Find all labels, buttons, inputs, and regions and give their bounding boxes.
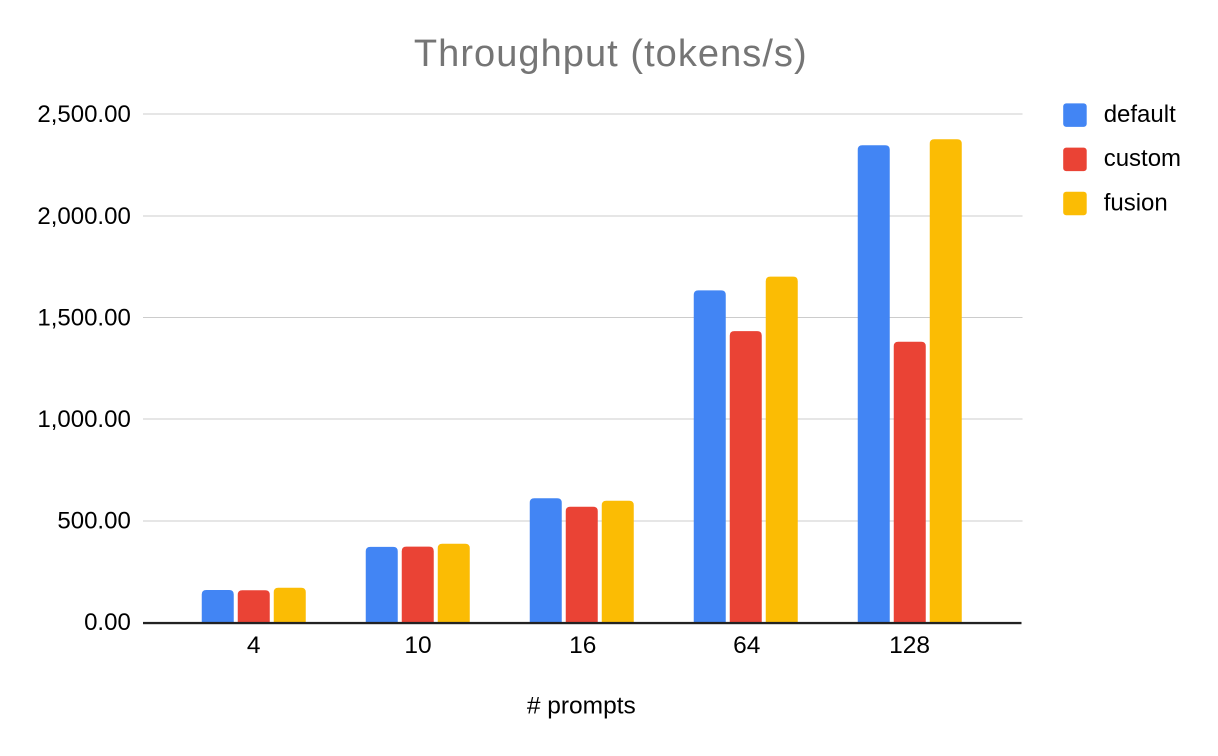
svg-text:1,000.00: 1,000.00 xyxy=(37,406,130,433)
svg-text:10: 10 xyxy=(404,632,431,659)
svg-text:128: 128 xyxy=(889,632,930,659)
svg-text:fusion: fusion xyxy=(1104,189,1168,216)
svg-text:default: default xyxy=(1104,101,1176,128)
svg-text:64: 64 xyxy=(733,632,760,659)
svg-text:custom: custom xyxy=(1104,145,1181,172)
svg-text:0.00: 0.00 xyxy=(84,609,131,636)
svg-text:# prompts: # prompts xyxy=(527,692,636,719)
svg-text:2,000.00: 2,000.00 xyxy=(37,203,130,230)
svg-text:4: 4 xyxy=(247,632,261,659)
svg-text:Throughput (tokens/s): Throughput (tokens/s) xyxy=(414,33,808,75)
svg-text:2,500.00: 2,500.00 xyxy=(37,101,130,128)
svg-text:1,500.00: 1,500.00 xyxy=(37,304,130,331)
svg-text:16: 16 xyxy=(569,632,596,659)
svg-text:500.00: 500.00 xyxy=(57,508,130,535)
